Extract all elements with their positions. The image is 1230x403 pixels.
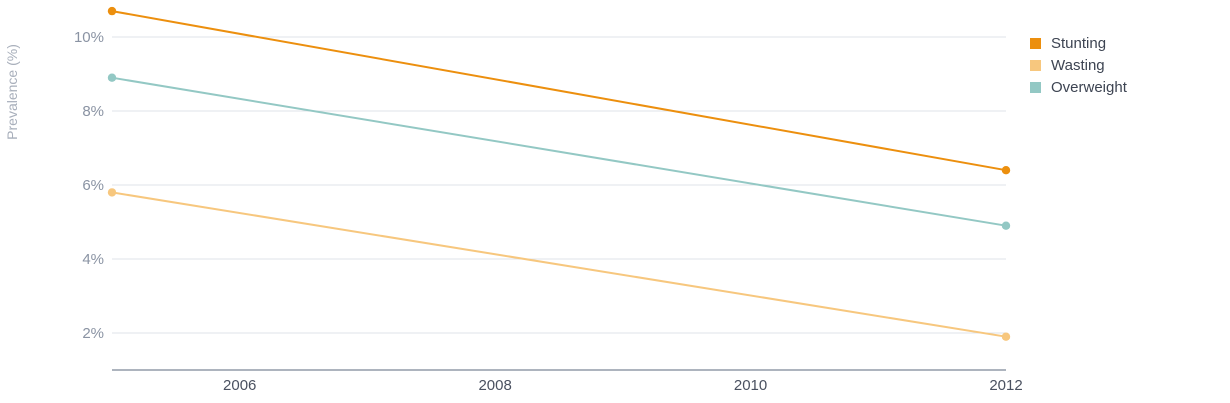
y-tick-label: 6%	[82, 177, 104, 194]
data-point-stunting[interactable]	[1001, 166, 1011, 175]
legend-label: Wasting	[1051, 57, 1105, 74]
legend: Stunting Wasting Overweight	[1030, 35, 1128, 96]
y-tick-label: 2%	[82, 325, 104, 342]
data-point-wasting[interactable]	[1001, 332, 1011, 341]
legend-swatch	[1030, 82, 1041, 93]
legend-label: Overweight	[1051, 79, 1128, 96]
legend-item-overweight[interactable]: Overweight	[1030, 79, 1128, 96]
data-point-overweight[interactable]	[1001, 221, 1011, 230]
legend-item-stunting[interactable]: Stunting	[1030, 35, 1106, 52]
series-line-wasting	[111, 191, 1007, 338]
data-point-stunting[interactable]	[107, 6, 117, 16]
series-lines	[107, 6, 1011, 341]
data-point-wasting[interactable]	[107, 188, 117, 197]
legend-item-wasting[interactable]: Wasting	[1030, 57, 1105, 74]
y-axis-title: Prevalence (%)	[4, 44, 20, 140]
gridlines	[112, 36, 1006, 334]
series-line-stunting	[111, 10, 1007, 172]
legend-swatch	[1030, 60, 1041, 71]
y-tick-label: 8%	[82, 103, 104, 120]
x-tick-label: 2008	[478, 377, 511, 394]
y-axis-labels: 2% 4% 6% 8% 10%	[74, 29, 104, 342]
x-tick-label: 2010	[734, 377, 767, 394]
x-tick-label: 2012	[989, 377, 1022, 394]
legend-swatch	[1030, 38, 1041, 49]
y-tick-label: 10%	[74, 29, 104, 46]
x-tick-label: 2006	[223, 377, 256, 394]
y-tick-label: 4%	[82, 251, 104, 268]
legend-label: Stunting	[1051, 35, 1106, 52]
x-axis-labels: 2006 2008 2010 2012	[223, 377, 1023, 394]
series-line-overweight	[111, 76, 1007, 227]
data-point-overweight[interactable]	[107, 73, 117, 82]
